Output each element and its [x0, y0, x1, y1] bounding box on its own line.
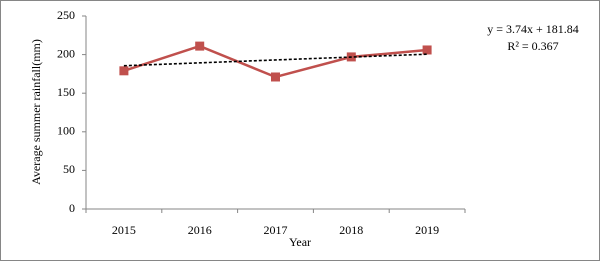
trend-line — [123, 53, 428, 67]
x-tick-label: 2019 — [415, 223, 439, 237]
y-tick-label: 50 — [63, 162, 75, 176]
x-axis-title: Year — [289, 235, 311, 249]
trend-equation: y = 3.74x + 181.84 — [487, 22, 579, 36]
x-tick-label: 2016 — [188, 223, 212, 237]
trend-r-squared: R² = 0.367 — [507, 39, 558, 53]
y-tick-label: 200 — [57, 46, 75, 60]
x-tick-label: 2017 — [264, 223, 288, 237]
y-tick-label: 0 — [69, 201, 75, 215]
x-tick-label: 2015 — [112, 223, 136, 237]
x-tick-label: 2018 — [339, 223, 363, 237]
marker — [119, 66, 129, 76]
marker — [271, 72, 280, 82]
y-tick-label: 250 — [57, 8, 75, 22]
y-tick-label: 100 — [57, 124, 75, 138]
marker — [195, 41, 205, 51]
marker — [422, 45, 432, 55]
y-axis-title: Average summer rainfall(mm) — [29, 39, 43, 185]
y-tick-label: 150 — [57, 85, 75, 99]
